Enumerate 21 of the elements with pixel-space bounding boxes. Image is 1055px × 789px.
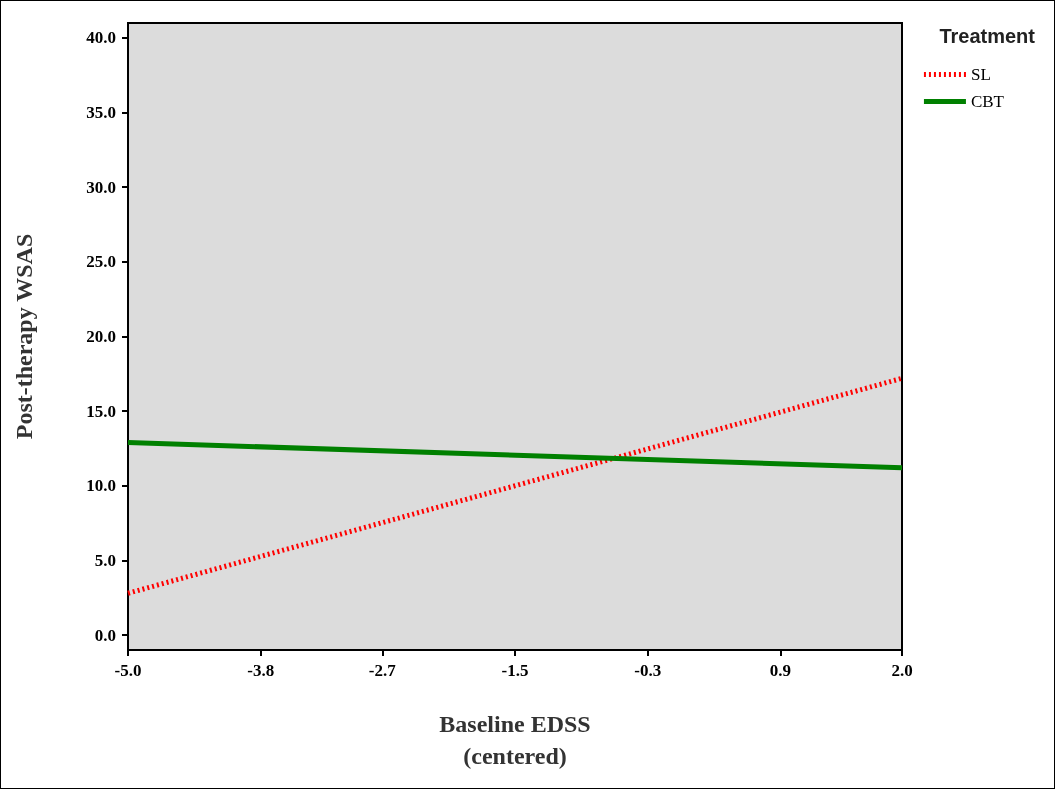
legend-label: SL <box>970 65 991 84</box>
y-axis-title: Post-therapy WSAS <box>11 233 37 440</box>
y-tick-label: 30.0 <box>86 177 116 197</box>
x-tick-label: -5.0 <box>114 661 142 680</box>
y-tick-label: 25.0 <box>86 252 116 272</box>
y-tick-label: 15.0 <box>86 401 116 421</box>
y-tick-label: 10.0 <box>86 476 116 496</box>
x-tick-label: 0.9 <box>769 661 791 680</box>
legend-label: CBT <box>970 92 1005 111</box>
y-tick-label: 35.0 <box>86 103 116 123</box>
x-tick-label: 2.0 <box>891 661 913 680</box>
x-tick-label: -1.5 <box>501 661 529 680</box>
x-tick-label: -0.3 <box>634 661 662 680</box>
y-tick-label: 5.0 <box>94 550 116 570</box>
x-tick-label: -2.7 <box>368 661 397 680</box>
y-tick-label: 40.0 <box>86 28 116 48</box>
legend-title: Treatment <box>939 25 1036 47</box>
x-tick-label: -3.8 <box>247 661 275 680</box>
y-tick-label: 0.0 <box>94 625 116 645</box>
y-tick-label: 20.0 <box>86 327 116 346</box>
x-axis-title: Baseline EDSS (centered) <box>439 711 591 769</box>
